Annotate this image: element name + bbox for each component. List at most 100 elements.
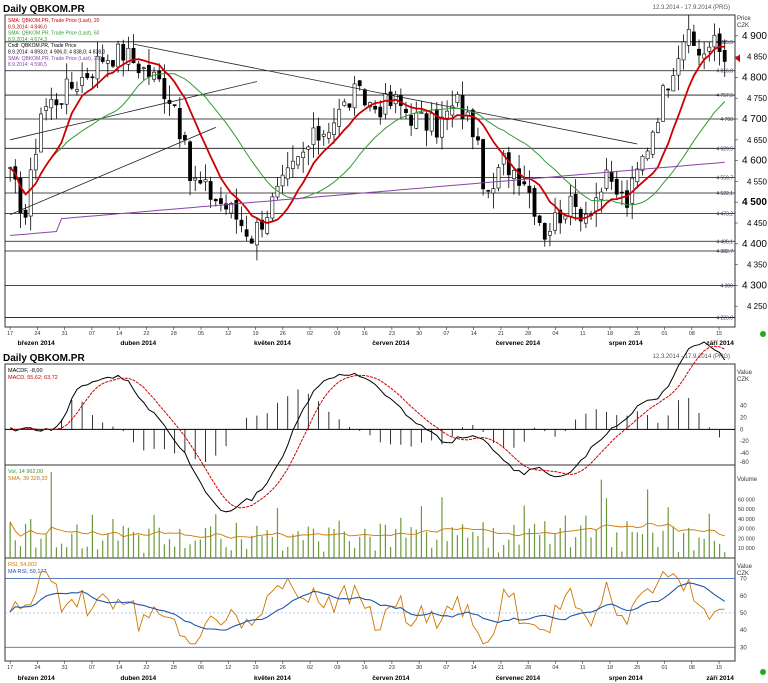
candle-body: [378, 106, 383, 118]
candle-body: [625, 190, 629, 208]
candle-body: [162, 78, 167, 100]
candle-body: [481, 139, 485, 190]
candle-body: [290, 160, 295, 169]
candle-body: [614, 178, 619, 195]
candle-body: [28, 169, 33, 217]
rsi-y-tick-label: 60: [740, 594, 747, 600]
x-tick-label: 09: [334, 665, 340, 671]
x-tick-label: 15: [716, 665, 722, 671]
rsi-y-tick-label: 40: [740, 628, 747, 634]
legend-entry: MA RSI, 59,177: [8, 569, 47, 575]
candle-body: [686, 29, 691, 46]
price-y-tick-label: 4 550: [747, 177, 768, 186]
x-tick-label: 31: [62, 665, 68, 671]
candle-body: [75, 89, 79, 92]
candle-body: [177, 108, 182, 140]
volume-y-tick-label: 50 000: [738, 507, 755, 513]
x-tick-label: 08: [689, 665, 695, 671]
legend-entry: SMA: QBKOM.PR, Trade Price (Last), 200: [8, 56, 102, 62]
x-month-label: září 2014: [706, 340, 734, 347]
candle-body: [229, 203, 234, 214]
x-tick-label: 30: [416, 665, 422, 671]
candle-body: [285, 167, 290, 180]
candle-body: [219, 198, 223, 204]
level-label: 4 522,1: [716, 191, 733, 197]
price-y-tick-label: 4 850: [747, 53, 768, 62]
candle-body: [316, 125, 321, 141]
rsi-axis-title: Value: [737, 564, 753, 570]
x-tick-label: 14: [116, 665, 122, 671]
x-tick-label: 12: [225, 331, 231, 337]
candle-body: [409, 115, 414, 126]
candle-body: [532, 188, 537, 217]
legend-entry: SMA: QBKOM.PR, Trade Price (Last), 50: [8, 31, 100, 37]
candle-body: [568, 195, 573, 217]
candle-body: [239, 219, 244, 227]
x-tick-label: 07: [443, 665, 449, 671]
volume-layer: 10 000 20 000 30 000 40 000 50 000 60 000: [9, 471, 755, 558]
candle-body: [419, 112, 424, 115]
x-tick-label: 11: [580, 665, 586, 671]
x-tick-label: 25: [634, 331, 640, 337]
macd-y-tick-label: 0: [740, 427, 744, 433]
legend-entry: Vol, 14 962,00: [8, 469, 43, 475]
macd-y-tick-label: -20: [740, 439, 749, 445]
x-tick-label: 05: [198, 331, 204, 337]
x-month-label: duben 2014: [120, 340, 156, 347]
candle-body: [373, 105, 378, 110]
candle-body: [388, 91, 393, 107]
indicator-chart-title: Daily QBKOM.PR: [3, 353, 85, 364]
candle-body: [424, 113, 429, 131]
candle-body: [260, 219, 264, 230]
x-tick-label: 22: [143, 665, 149, 671]
candle-body: [183, 135, 187, 141]
candle-body: [445, 110, 450, 119]
macd-y-tick-label: -60: [740, 460, 749, 466]
level-label: 4 223,0: [716, 315, 733, 321]
sma200-line: [10, 161, 725, 236]
candle-body: [357, 80, 362, 87]
x-tick-label: 11: [580, 331, 586, 337]
x-tick-label: 01: [661, 665, 667, 671]
indicator-date-range: 12.3.2014 - 17.9.2014 (PRG): [653, 354, 730, 360]
x-month-label: srpen 2014: [609, 340, 643, 347]
candle-body: [522, 181, 527, 185]
candle-body: [326, 132, 331, 139]
axis-layer: 17 24 31 07 14 22 28 05 12 19 26 02 09 16 23 30 07 14 21 28…: [7, 327, 734, 682]
candle-body: [44, 106, 49, 111]
candle-body: [558, 209, 563, 224]
x-tick-label: 02: [307, 331, 313, 337]
candle-body: [717, 33, 722, 53]
candle-body: [208, 181, 213, 200]
x-tick-label: 12: [225, 665, 231, 671]
x-tick-label: 31: [62, 331, 68, 337]
candle-body: [362, 89, 367, 106]
x-tick-label: 30: [416, 331, 422, 337]
candle-body: [650, 131, 655, 155]
candle-body: [434, 109, 439, 138]
price-y-tick-label: 4 400: [742, 239, 767, 250]
volume-y-tick-label: 10 000: [738, 546, 755, 552]
candle-body: [666, 88, 671, 91]
candle-body: [321, 133, 326, 137]
candle-body: [141, 67, 146, 70]
price-y-tick-label: 4 600: [742, 156, 767, 167]
candle-body: [198, 180, 203, 184]
x-tick-label: 28: [171, 331, 177, 337]
legend-entry: 8.9.2014: 4 596,5: [8, 62, 47, 68]
candle-body: [527, 185, 532, 193]
candle-body: [301, 151, 306, 158]
trend-line: [133, 43, 638, 145]
x-tick-label: 07: [89, 665, 95, 671]
x-month-label: srpen 2014: [609, 675, 643, 682]
legend-entry: SMA: QBKOM.PR, Trade Price (Last), 20: [8, 18, 100, 24]
candle-body: [661, 85, 665, 122]
x-tick-label: 23: [389, 665, 395, 671]
candle-body: [337, 109, 342, 127]
candle-body: [440, 116, 444, 138]
x-tick-label: 24: [34, 665, 40, 671]
candle-body: [280, 174, 285, 187]
x-tick-label: 21: [498, 331, 504, 337]
candle-body: [383, 93, 388, 115]
legend-entry: SMA, 39 328,33: [8, 476, 47, 482]
